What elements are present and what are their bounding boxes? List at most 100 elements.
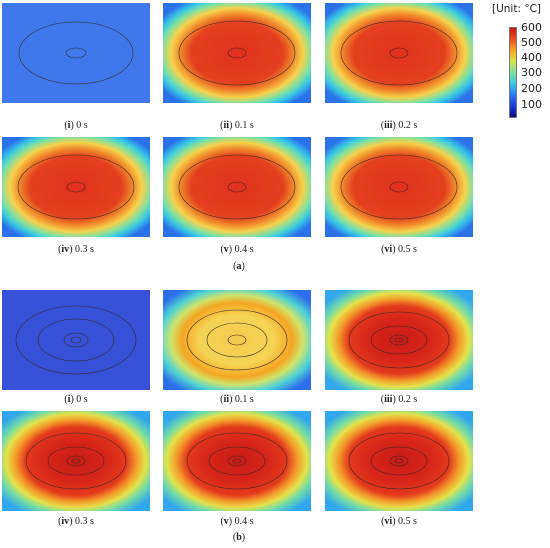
caption-time: 0 s <box>76 120 88 131</box>
group-label-letter: b <box>236 532 242 543</box>
field-gradient <box>2 411 150 511</box>
field-gradient <box>325 411 473 511</box>
caption-paren-close: ) <box>70 394 74 405</box>
caption-b-vi: (vi) 0.5 s <box>325 516 473 528</box>
caption-time: 0.3 s <box>75 516 94 527</box>
contour-ellipse <box>178 20 296 86</box>
thermal-map-a-ii <box>163 3 311 103</box>
caption-paren-close: ) <box>69 244 73 255</box>
temperature-field <box>2 137 150 237</box>
temperature-field <box>163 290 311 390</box>
caption-paren-close: ) <box>70 120 74 131</box>
thermal-map-b-ii <box>163 290 311 390</box>
field-gradient <box>325 3 473 103</box>
field-gradient <box>163 137 311 237</box>
field-gradient <box>163 290 311 390</box>
thermal-map-a-v <box>163 137 311 237</box>
caption-paren-open: ( <box>64 120 68 131</box>
caption-paren-close: ) <box>228 516 233 527</box>
contour-ellipse <box>15 305 137 375</box>
caption-a-iii: (iii) 0.2 s <box>325 120 473 132</box>
contour-ellipse <box>370 446 428 476</box>
temperature-field <box>2 411 150 511</box>
caption-roman: vi <box>384 244 393 255</box>
caption-time: 0.5 s <box>398 516 417 527</box>
colorbar-tick-label: 400 <box>521 51 542 64</box>
caption-paren-open: ( <box>220 244 224 255</box>
contour-ellipse <box>66 455 86 467</box>
thermal-map-b-iv <box>2 411 150 511</box>
caption-paren-close: ) <box>392 244 396 255</box>
group-label-letter: a <box>236 261 242 272</box>
contour-ellipse <box>227 334 247 346</box>
temperature-field <box>163 411 311 511</box>
caption-roman: iv <box>61 516 70 527</box>
caption-time: 0.1 s <box>234 120 254 131</box>
caption-time: 0.2 s <box>398 120 418 131</box>
contour-ellipse <box>389 334 409 346</box>
caption-paren-close: ) <box>228 244 233 255</box>
contour-ellipse <box>47 446 105 476</box>
contour-ellipse <box>186 432 288 490</box>
temperature-field <box>2 290 150 390</box>
caption-b-ii: (ii) 0.1 s <box>163 394 311 406</box>
contour-ellipse <box>70 336 82 344</box>
caption-roman: i <box>67 394 71 405</box>
temperature-field <box>325 411 473 511</box>
field-gradient <box>325 290 473 390</box>
colorbar-tick-label: 600 <box>521 21 542 34</box>
caption-a-v: (v) 0.4 s <box>163 244 311 256</box>
caption-paren-open: ( <box>220 120 224 131</box>
caption-paren-close: ) <box>229 394 233 405</box>
thermal-map-b-v <box>163 411 311 511</box>
caption-paren-open: ( <box>58 516 62 527</box>
contour-ellipse <box>340 154 458 220</box>
field-gradient <box>163 411 311 511</box>
caption-paren-open: ( <box>380 120 385 131</box>
caption-paren-open: ( <box>381 516 385 527</box>
contour-ellipse <box>71 458 81 464</box>
contour-ellipse <box>370 325 428 355</box>
contour-ellipse <box>65 47 87 59</box>
colorbar-tick-label: 500 <box>521 36 542 49</box>
group-label-b: (b) <box>219 532 259 544</box>
temperature-field <box>163 137 311 237</box>
caption-time: 0.2 s <box>398 394 418 405</box>
contour-ellipse <box>389 181 409 193</box>
group-label-a: (a) <box>219 261 259 273</box>
field-gradient <box>2 3 150 103</box>
colorbar-tick-label: 100 <box>521 98 542 111</box>
caption-paren-open: ( <box>58 244 62 255</box>
contour-ellipse <box>348 311 450 369</box>
caption-paren-close: ) <box>392 394 396 405</box>
caption-a-ii: (ii) 0.1 s <box>163 120 311 132</box>
caption-roman: ii <box>223 394 230 405</box>
caption-paren-open: ( <box>220 394 224 405</box>
contour-ellipse <box>18 21 134 85</box>
group-label-paren-close: ) <box>241 532 246 543</box>
caption-b-i: (i) 0 s <box>2 394 150 406</box>
caption-time: 0.4 s <box>234 516 254 527</box>
group-label-paren-open: ( <box>232 532 237 543</box>
contour-ellipse <box>206 322 268 358</box>
caption-time: 0.5 s <box>398 244 417 255</box>
caption-paren-close: ) <box>69 516 73 527</box>
caption-roman: i <box>67 120 71 131</box>
colorbar-tick-label: 300 <box>521 66 542 79</box>
thermal-map-b-iii <box>325 290 473 390</box>
contour-ellipse <box>17 154 135 220</box>
contour-ellipse <box>394 458 404 464</box>
colorbar-title: [Unit: °C] <box>492 3 542 15</box>
caption-a-vi: (vi) 0.5 s <box>325 244 473 256</box>
caption-b-v: (v) 0.4 s <box>163 516 311 528</box>
caption-paren-open: ( <box>381 244 385 255</box>
thermal-map-a-iv <box>2 137 150 237</box>
caption-roman: iii <box>384 120 393 131</box>
group-label-paren-close: ) <box>241 261 245 272</box>
contour-ellipse <box>340 20 458 86</box>
caption-paren-close: ) <box>229 120 233 131</box>
contour-ellipse <box>389 47 409 59</box>
caption-roman: v <box>223 244 229 255</box>
contour-ellipse <box>227 455 247 467</box>
temperature-field <box>325 137 473 237</box>
